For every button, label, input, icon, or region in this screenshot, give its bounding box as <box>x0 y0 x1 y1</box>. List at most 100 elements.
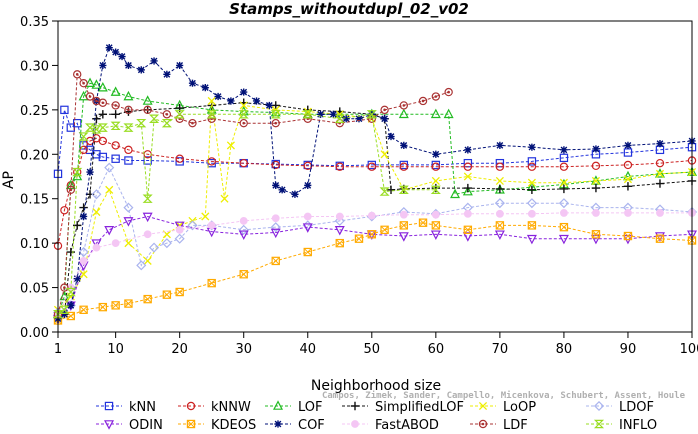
data-point-fastabod <box>656 209 664 217</box>
data-point-inflo <box>206 110 217 119</box>
y-tick-label: 0.20 <box>20 148 49 163</box>
data-point-loop <box>124 239 133 248</box>
data-point-kdeos <box>399 221 409 230</box>
series-line-loop <box>57 100 693 311</box>
data-point-cof <box>60 310 69 318</box>
data-point-simplifiedlof <box>559 184 569 194</box>
data-point-inflo <box>174 110 185 119</box>
legend: kNN kNNW LOF SimplifiedLOF LoOP LDOF ODIN KDEOS… <box>96 400 657 433</box>
data-point-kdeos <box>175 287 184 297</box>
data-point-knnw <box>239 158 248 168</box>
data-point-ldf <box>111 101 120 110</box>
data-point-knnw <box>335 162 344 171</box>
data-point-cof <box>99 61 107 70</box>
data-point-cof <box>240 88 248 96</box>
data-point-ldf <box>399 101 409 110</box>
data-point-kdeos <box>418 218 428 227</box>
data-point-inflo <box>136 118 147 128</box>
data-point-inflo <box>149 114 160 123</box>
data-point-ldof <box>526 198 537 209</box>
data-point-cof <box>188 79 197 87</box>
legend-item-knnw: kNNW <box>178 400 251 415</box>
data-point-knnw <box>111 141 120 150</box>
data-point-cof <box>118 52 126 61</box>
series-odin <box>53 212 697 325</box>
data-point-ldof <box>104 162 115 173</box>
data-point-cof <box>496 141 504 149</box>
data-point-odin <box>430 230 441 240</box>
data-point-simplifiedlof <box>495 184 505 194</box>
data-point-cof <box>73 275 81 283</box>
data-point-odin <box>174 221 185 232</box>
data-point-cof <box>387 132 395 141</box>
data-point-knnw <box>527 162 537 171</box>
x-tick-label: 100 <box>680 342 698 357</box>
data-point-ldf <box>162 110 172 119</box>
y-tick-label: 0.30 <box>20 59 49 74</box>
legend-item-simplifiedlof: SimplifiedLOF <box>342 400 464 415</box>
x-tick-label: 80 <box>556 342 573 357</box>
data-point-kdeos <box>380 225 389 235</box>
data-point-fastabod <box>335 212 344 221</box>
data-point-knnw <box>399 162 409 171</box>
data-point-knnw <box>175 154 184 163</box>
series-line-ldf <box>57 72 449 315</box>
data-point-knnw <box>559 162 569 171</box>
series-line-inflo <box>57 113 436 315</box>
y-tick-label: 0.15 <box>20 193 49 208</box>
data-point-fastabod <box>79 257 88 265</box>
data-point-odin <box>494 230 505 240</box>
legend-label-loop: LoOP <box>503 400 536 415</box>
data-point-lof <box>78 90 89 101</box>
data-point-ldof <box>123 202 134 213</box>
data-point-kdeos <box>591 230 601 239</box>
legend-label-kdeos: KDEOS <box>211 418 256 433</box>
data-point-kdeos <box>162 290 172 299</box>
data-point-odin <box>590 234 601 245</box>
data-point-simplifiedlof <box>271 101 280 110</box>
data-point-knn <box>60 105 69 115</box>
data-point-fastabod <box>271 214 280 223</box>
legend-marker-kdeos <box>186 419 196 429</box>
data-point-cof <box>560 146 568 154</box>
series-line-odin <box>57 215 693 320</box>
y-tick-label: 0.10 <box>20 237 49 252</box>
legend-marker-ldof <box>593 400 605 412</box>
data-point-inflo <box>142 194 153 203</box>
legend-item-ldof: LDOF <box>586 400 654 415</box>
data-point-simplifiedlof <box>386 185 396 195</box>
data-point-fastabod <box>592 209 600 217</box>
data-point-ldof <box>78 246 89 258</box>
data-point-knn <box>124 156 133 165</box>
y-tick-label: 0.25 <box>20 104 49 119</box>
legend-marker-lof <box>273 400 283 410</box>
data-point-inflo <box>366 110 377 119</box>
data-point-ldf <box>271 118 280 128</box>
data-point-kdeos <box>431 221 441 230</box>
legend-label-lof: LOF <box>298 400 323 415</box>
series-ldf <box>53 70 453 319</box>
data-point-fastabod <box>207 221 216 230</box>
data-point-kdeos <box>124 299 133 308</box>
legend-label-cof: COF <box>298 418 325 433</box>
data-point-inflo <box>379 187 390 196</box>
x-tick-label: 40 <box>299 342 316 357</box>
data-point-kdeos <box>335 238 344 248</box>
data-point-lof <box>91 79 102 89</box>
data-point-cof <box>227 97 235 105</box>
data-point-knnw <box>124 145 133 155</box>
data-point-kdeos <box>239 270 248 279</box>
data-point-simplifiedlof <box>591 183 601 193</box>
data-point-knn <box>98 152 108 162</box>
data-point-ldof <box>494 198 505 209</box>
data-point-inflo <box>238 110 249 119</box>
data-point-inflo <box>65 287 76 297</box>
data-point-knnw <box>495 162 505 171</box>
data-point-inflo <box>123 123 134 132</box>
data-point-ldf <box>431 92 441 101</box>
data-point-ldf <box>66 185 76 195</box>
data-point-ldf <box>444 87 453 97</box>
legend-label-odin: ODIN <box>129 418 163 433</box>
legend-marker-inflo <box>593 419 605 429</box>
data-point-simplifiedlof <box>463 183 473 193</box>
